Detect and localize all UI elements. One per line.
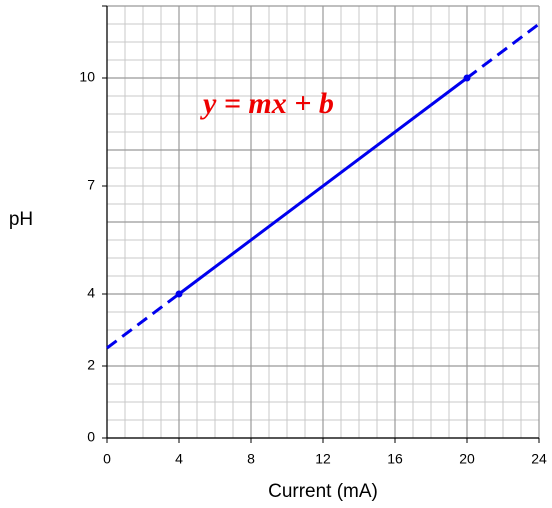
x-tick-label: 4 <box>175 451 183 467</box>
line-solid <box>178 76 468 296</box>
y-tick-label: 0 <box>87 429 95 445</box>
x-tick-label: 0 <box>103 451 111 467</box>
x-tick-label: 8 <box>247 451 255 467</box>
line-dashed <box>106 292 180 350</box>
x-tick-label: 24 <box>531 451 547 467</box>
x-tick-label: 16 <box>387 451 403 467</box>
y-tick-label: 7 <box>87 177 95 193</box>
y-tick-label: 4 <box>87 285 95 301</box>
x-axis-label: Current (mA) <box>268 481 378 502</box>
x-tick-label: 20 <box>459 451 475 467</box>
y-tick-label: 10 <box>79 69 95 85</box>
point <box>175 290 183 298</box>
line-dashed <box>466 22 540 80</box>
y-tick-label: 2 <box>87 357 95 373</box>
x-tick-label: 12 <box>315 451 331 467</box>
chart-title: y = mx + b <box>200 87 334 120</box>
y-axis-label: pH <box>9 209 33 230</box>
point <box>463 74 471 82</box>
